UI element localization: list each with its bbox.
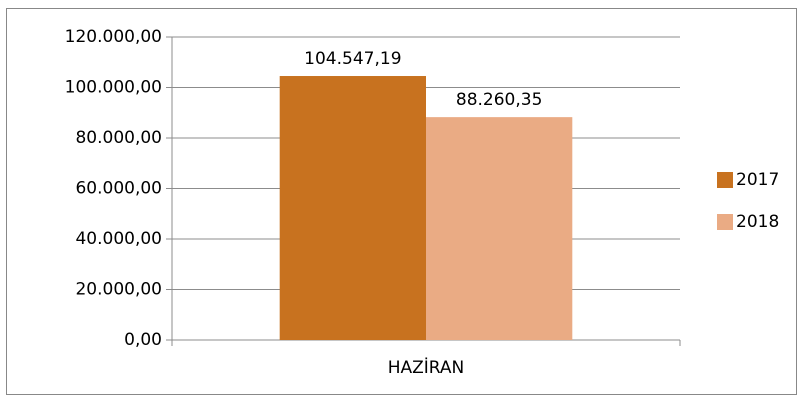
y-tick-label: 80.000,00 bbox=[75, 128, 162, 148]
data-label: 104.547,19 bbox=[304, 49, 401, 69]
y-tick-label: 120.000,00 bbox=[65, 27, 162, 47]
legend-label: 2018 bbox=[736, 212, 779, 232]
y-tick-label: 20.000,00 bbox=[75, 280, 162, 300]
bar bbox=[279, 76, 426, 341]
data-label: 88.260,35 bbox=[456, 90, 543, 110]
bar bbox=[426, 117, 573, 341]
x-tick-label: HAZİRAN bbox=[388, 357, 465, 378]
y-tick-label: 60.000,00 bbox=[75, 179, 162, 199]
legend-swatch bbox=[717, 172, 733, 188]
y-tick-label: 40.000,00 bbox=[75, 229, 162, 249]
y-tick-label: 0,00 bbox=[124, 330, 162, 350]
legend-label: 2017 bbox=[736, 170, 779, 190]
legend-swatch bbox=[717, 214, 733, 230]
y-tick-label: 100.000,00 bbox=[65, 78, 162, 98]
